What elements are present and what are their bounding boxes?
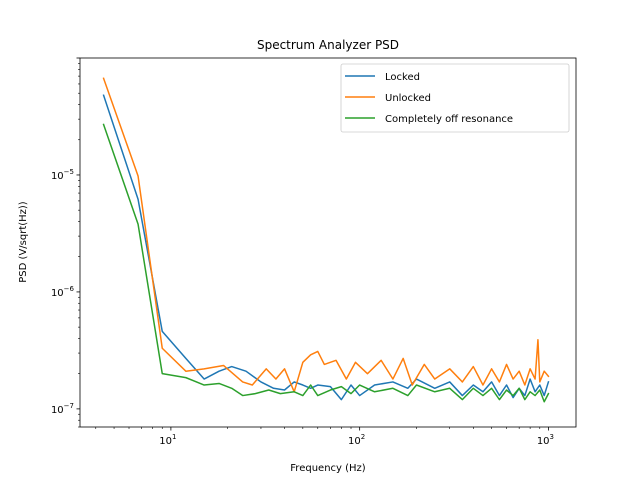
y-tick-label: 10−6 bbox=[51, 285, 75, 299]
x-tick-exponent: 1 bbox=[172, 433, 176, 441]
legend-label-1: Unlocked bbox=[385, 93, 431, 104]
chart-title: Spectrum Analyzer PSD bbox=[257, 38, 399, 52]
y-tick-exponent: −5 bbox=[64, 168, 74, 176]
series-line-1 bbox=[102, 77, 550, 393]
legend-frame bbox=[340, 63, 570, 133]
x-tick-label: 103 bbox=[537, 433, 554, 447]
x-tick-base: 10 bbox=[159, 436, 172, 447]
y-tick-label: 10−5 bbox=[51, 168, 74, 182]
x-tick-exponent: 3 bbox=[550, 433, 554, 441]
legend-label-0: Locked bbox=[385, 72, 420, 83]
x-tick-exponent: 2 bbox=[361, 433, 365, 441]
y-tick-base: 10 bbox=[51, 171, 64, 182]
y-tick-base: 10 bbox=[51, 288, 64, 299]
y-tick-exponent: −7 bbox=[64, 402, 74, 410]
legend: Locked Unlocked Completely off resonance bbox=[340, 63, 570, 133]
y-axis-label: PSD (V/sqrt(Hz)) bbox=[18, 201, 29, 283]
x-tick-label: 101 bbox=[159, 433, 176, 447]
x-tick-label: 102 bbox=[348, 433, 365, 447]
series-layer bbox=[102, 77, 550, 403]
x-axis-label: Frequency (Hz) bbox=[290, 463, 366, 474]
series-line-2 bbox=[102, 123, 550, 403]
y-tick-exponent: −6 bbox=[64, 285, 75, 293]
x-tick-base: 10 bbox=[348, 436, 361, 447]
plot-frame bbox=[79, 57, 577, 428]
legend-label-2: Completely off resonance bbox=[385, 114, 513, 125]
y-tick-base: 10 bbox=[51, 405, 64, 416]
y-tick-label: 10−7 bbox=[51, 402, 74, 416]
x-tick-base: 10 bbox=[537, 436, 550, 447]
